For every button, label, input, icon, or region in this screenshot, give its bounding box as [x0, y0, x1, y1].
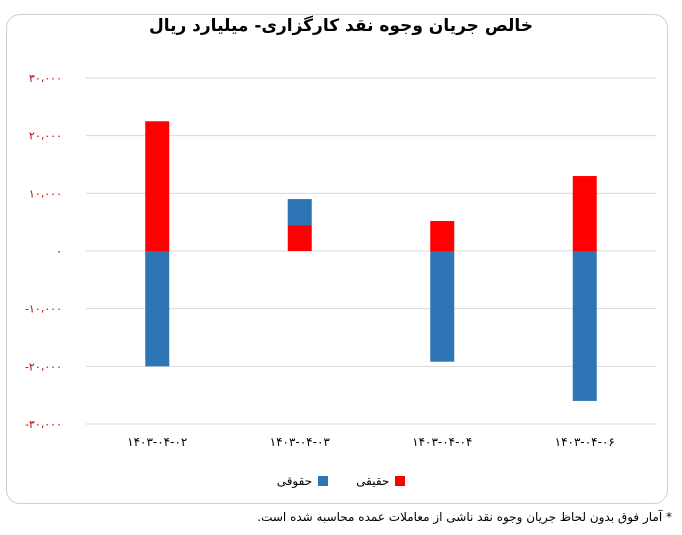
- x-tick-label: ۱۴۰۳-۰۴-۰۳: [270, 435, 331, 449]
- bar-real: [145, 121, 170, 251]
- legend-swatch-real: [395, 476, 406, 486]
- bar-legal: [572, 251, 597, 401]
- bar-legal: [430, 251, 455, 362]
- bar-legal: [287, 199, 312, 226]
- y-tick-label: ۳۰،۰۰۰: [29, 72, 62, 85]
- bar-real: [430, 221, 455, 251]
- x-tick-label: ۱۴۰۳-۰۴-۰۲: [127, 435, 187, 449]
- bar-legal: [145, 251, 170, 367]
- y-tick-label: ۰: [56, 245, 62, 258]
- chart-title: خالص جریان وجوه نقد کارگزاری- میلیارد ری…: [148, 16, 534, 36]
- legend: حقیقی حقوقی: [0, 474, 682, 488]
- bar-real: [572, 176, 597, 251]
- legend-label-legal: حقوقی: [276, 474, 313, 488]
- legend-item-legal: حقوقی: [276, 474, 329, 488]
- x-tick-label: ۱۴۰۳-۰۴-۰۶: [555, 435, 615, 449]
- y-tick-label: -۲۰،۰۰۰: [25, 360, 62, 373]
- footnote: * آمار فوق بدون لحاظ جریان وجوه نقد ناشی…: [257, 510, 672, 524]
- y-tick-label: -۳۰،۰۰۰: [25, 418, 62, 431]
- plot-area: ۳۰،۰۰۰ ۲۰،۰۰۰ ۱۰،۰۰۰ ۰ -۱۰،۰۰۰ -۲۰،۰۰۰ -۳۰،۰۰۰…: [25, 72, 656, 449]
- legend-item-real: حقیقی: [356, 474, 406, 488]
- x-tick-label: ۱۴۰۳-۰۴-۰۴: [412, 435, 472, 449]
- bar-real: [287, 225, 312, 251]
- y-tick-label: ۲۰،۰۰۰: [29, 130, 62, 143]
- y-tick-label: ۱۰،۰۰۰: [29, 187, 62, 200]
- chart-frame: [6, 14, 668, 504]
- legend-label-real: حقیقی: [356, 474, 390, 488]
- y-tick-label: -۱۰،۰۰۰: [25, 303, 62, 316]
- legend-swatch-legal: [318, 476, 329, 486]
